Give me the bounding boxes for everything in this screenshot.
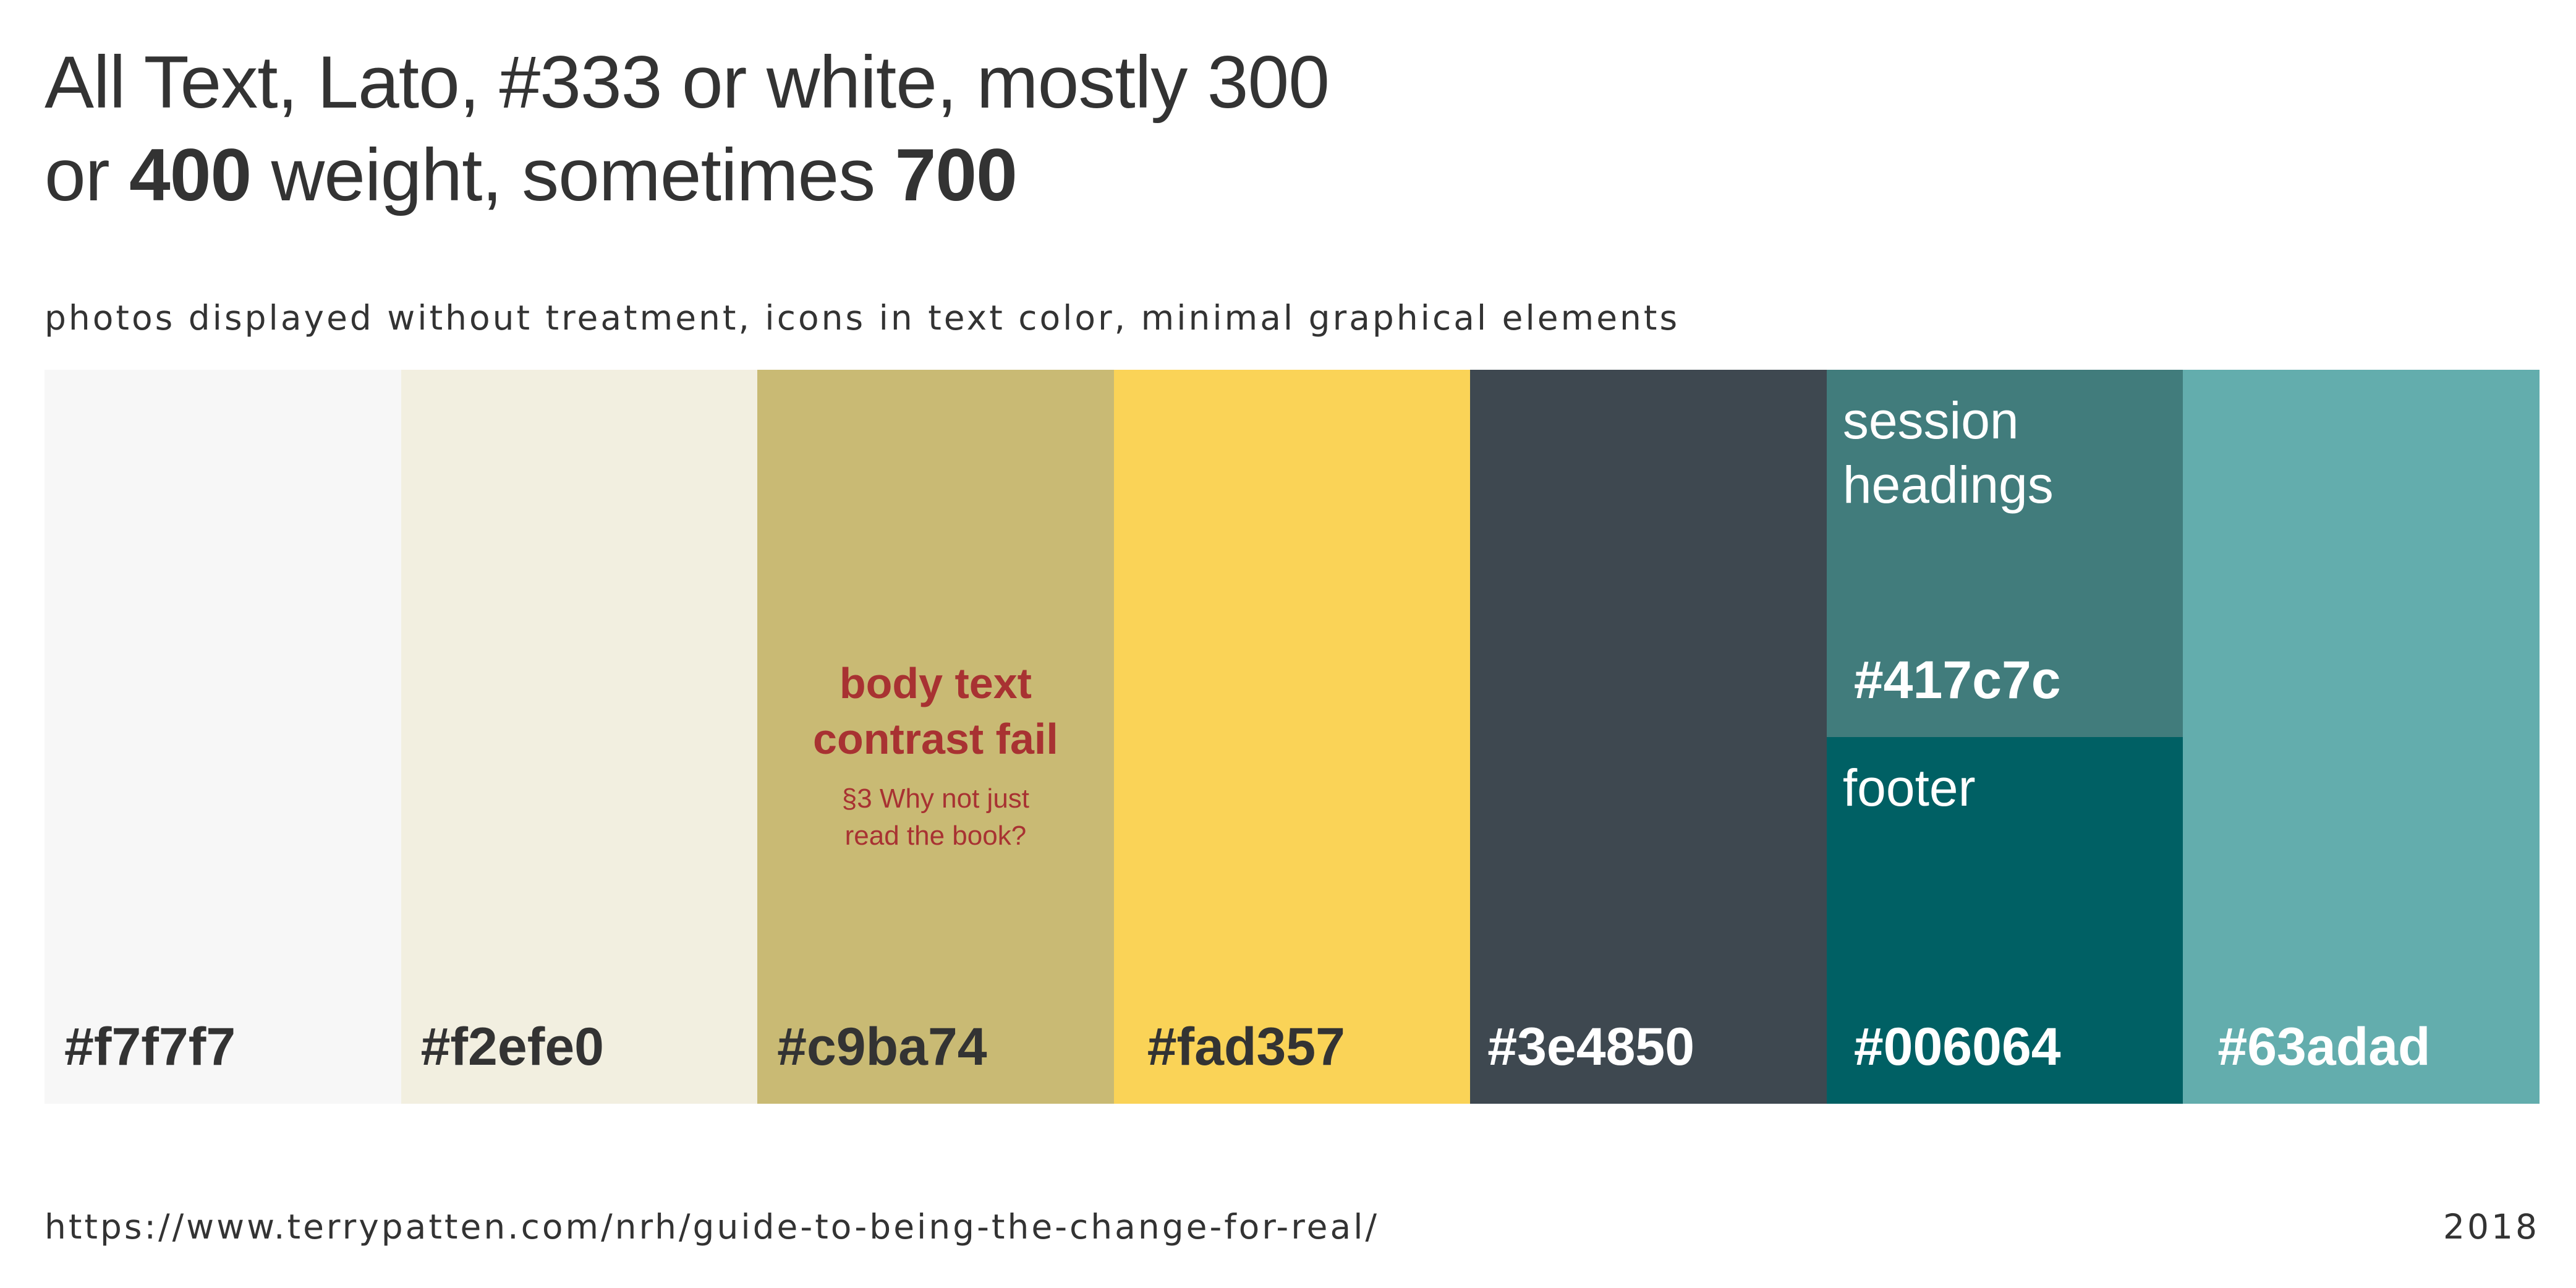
swatch-code: #417c7c <box>1853 650 2061 710</box>
headline-weight-400: 400 <box>129 134 252 216</box>
headline-line-2-prefix: or <box>45 134 130 216</box>
contrast-fail-title: body text contrast fail <box>813 659 1058 763</box>
swatch-c9ba74: body text contrast fail §3 Why not just … <box>757 370 1114 1104</box>
headline-line-1: All Text, Lato, #333 or white, mostly 30… <box>45 41 1330 124</box>
swatch-code: #fad357 <box>1147 1017 1346 1077</box>
swatch-code: #3e4850 <box>1487 1017 1695 1077</box>
swatch-3e4850: #3e4850 <box>1470 370 1827 1104</box>
swatch-code: #f2efe0 <box>420 1017 604 1077</box>
swatch-code: #006064 <box>1853 1017 2061 1077</box>
headline: All Text, Lato, #333 or white, mostly 30… <box>45 36 1330 221</box>
swatch-code: #63adad <box>2217 1017 2431 1077</box>
headline-line-2: or 400 weight, sometimes 700 <box>45 129 1329 221</box>
swatch-f7f7f7: #f7f7f7 <box>45 370 401 1104</box>
contrast-fail-sample: §3 Why not just read the book? <box>841 783 1030 851</box>
footer-label: footer <box>1842 758 1976 817</box>
swatch-417c7c: session headings #417c7c <box>1826 370 2183 737</box>
headline-weight-700: 700 <box>895 134 1018 216</box>
source-url-link[interactable]: https://www.terrypatten.com/nrh/guide-to… <box>45 1207 1380 1247</box>
contrast-fail-note: body text contrast fail §3 Why not just … <box>757 655 1114 855</box>
session-headings-label: session headings <box>1842 391 2054 514</box>
swatch-code: #f7f7f7 <box>64 1017 236 1077</box>
headline-line-2-middle: weight, sometimes <box>251 134 895 216</box>
swatch-f2efe0: #f2efe0 <box>401 370 758 1104</box>
swatch-63adad: #63adad <box>2183 370 2540 1104</box>
swatch-fad357: #fad357 <box>1113 370 1471 1104</box>
year-label: 2018 <box>2443 1207 2540 1247</box>
color-palette: #f7f7f7 #f2efe0 body text contrast fail … <box>45 370 2540 1104</box>
tagline: photos displayed without treatment, icon… <box>45 298 1680 338</box>
swatch-split-teal: session headings #417c7c footer #006064 <box>1826 370 2183 1104</box>
swatch-code: #c9ba74 <box>777 1017 987 1077</box>
swatch-006064: footer #006064 <box>1826 736 2183 1104</box>
